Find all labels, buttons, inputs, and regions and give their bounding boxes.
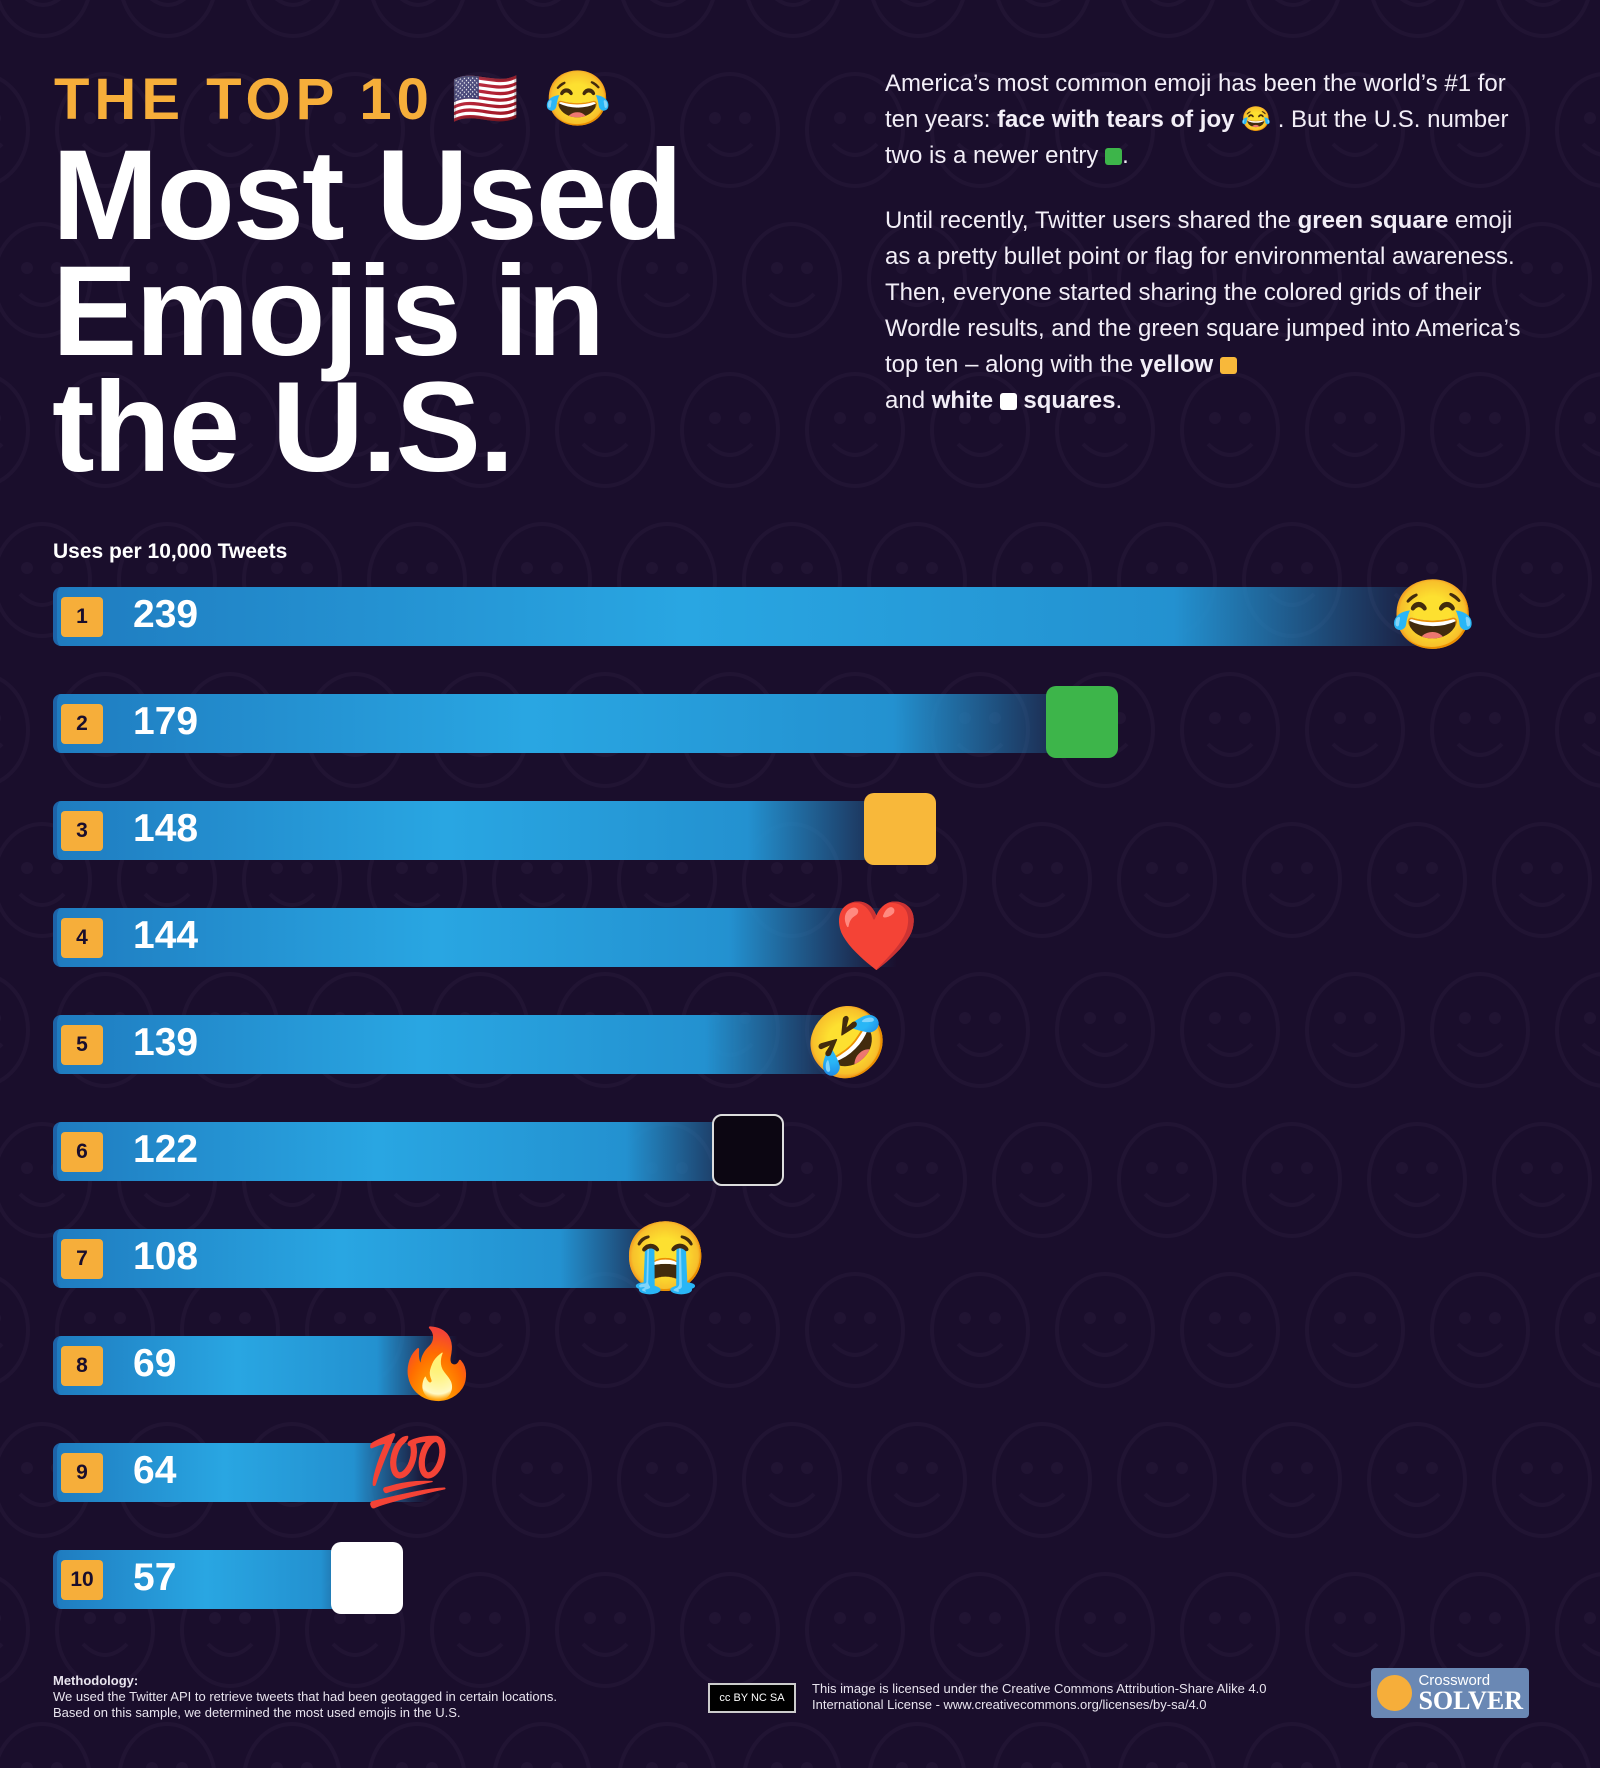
bar-row: 7 108 😭 (53, 1219, 708, 1295)
kicker-text: THE TOP 10 (54, 67, 434, 132)
rank-badge: 2 (61, 704, 103, 744)
methodology-title: Methodology: (53, 1673, 139, 1688)
yellow-square-icon (1219, 357, 1237, 374)
black-square-icon (708, 1110, 788, 1190)
value-label: 57 (133, 1556, 177, 1599)
bar-row: 10 57 (53, 1542, 403, 1614)
rank-badge: 3 (61, 811, 103, 851)
value-label: 122 (133, 1128, 199, 1171)
value-label: 239 (133, 593, 199, 636)
rank-badge: 6 (61, 1132, 103, 1172)
crossword-grid-icon (1377, 1675, 1413, 1711)
white-square-icon (327, 1538, 407, 1618)
methodology-text: We used the Twitter API to retrieve twee… (53, 1689, 557, 1720)
emoji-icon: 💯 (365, 1433, 451, 1509)
white-square-icon (999, 393, 1017, 410)
value-label: 64 (133, 1449, 177, 1492)
bar-row: 5 139 🤣 (53, 1005, 890, 1081)
value-label: 179 (133, 700, 199, 743)
bar (53, 587, 1453, 646)
bar (53, 801, 920, 860)
rank-badge: 7 (61, 1239, 103, 1279)
value-label: 139 (133, 1021, 199, 1064)
intro-paragraph-1: America’s most common emoji has been the… (885, 70, 1509, 169)
bar (53, 1336, 458, 1395)
rank-badge: 1 (61, 597, 103, 637)
emoji-icon: 😂 (1390, 577, 1476, 653)
value-label: 69 (133, 1342, 177, 1385)
bar (53, 1443, 428, 1502)
intro-paragraph-2: Until recently, Twitter users shared the… (885, 207, 1521, 414)
green-square-icon (1105, 148, 1123, 165)
bar-row: 4 144 ❤️ (53, 898, 919, 974)
emoji-icon: ❤️ (834, 898, 919, 974)
bar (53, 694, 1102, 753)
cc-license-badge-icon: cc BY NC SA (708, 1683, 796, 1713)
bar (53, 1229, 686, 1288)
emoji-icon: 🤣 (804, 1005, 890, 1081)
kicker: THE TOP 10 🇺🇸 😂 (54, 66, 616, 133)
rank-badge: 8 (61, 1346, 103, 1386)
flag-and-joy-emoji-icon: 🇺🇸 😂 (451, 69, 617, 129)
rank-badge: 9 (61, 1453, 103, 1493)
yellow-square-icon (860, 789, 940, 869)
rank-badge: 5 (61, 1025, 103, 1065)
emoji-icon: 😭 (623, 1219, 708, 1295)
green-square-icon (1042, 682, 1122, 762)
axis-label: Uses per 10,000 Tweets (53, 540, 288, 563)
bar (53, 908, 897, 967)
value-label: 108 (133, 1235, 199, 1278)
bar-row: 3 148 (53, 793, 936, 865)
methodology: Methodology: We used the Twitter API to … (53, 1673, 573, 1721)
rank-badge: 4 (61, 918, 103, 958)
bar (53, 1015, 868, 1074)
value-label: 148 (133, 807, 199, 850)
license-text: This image is licensed under the Creativ… (812, 1681, 1267, 1712)
bar-row: 1 239 😂 (53, 577, 1475, 653)
bar-row: 9 64 💯 (53, 1433, 450, 1509)
crossword-solver-logo: Crossword SOLVER (1371, 1668, 1529, 1718)
bar (53, 1122, 768, 1181)
value-label: 144 (133, 914, 199, 957)
emoji-icon: 🔥 (394, 1326, 480, 1402)
joy-emoji-icon: 😂 (1241, 106, 1272, 133)
rank-badge: 10 (61, 1560, 103, 1600)
page-title: Most Used Emojis in the U.S. (52, 124, 683, 499)
bar-row: 6 122 (53, 1114, 784, 1186)
bar-row: 8 69 🔥 (53, 1326, 480, 1402)
bar-row: 2 179 (53, 686, 1118, 758)
intro-text: America’s most common emoji has been the… (885, 66, 1525, 448)
